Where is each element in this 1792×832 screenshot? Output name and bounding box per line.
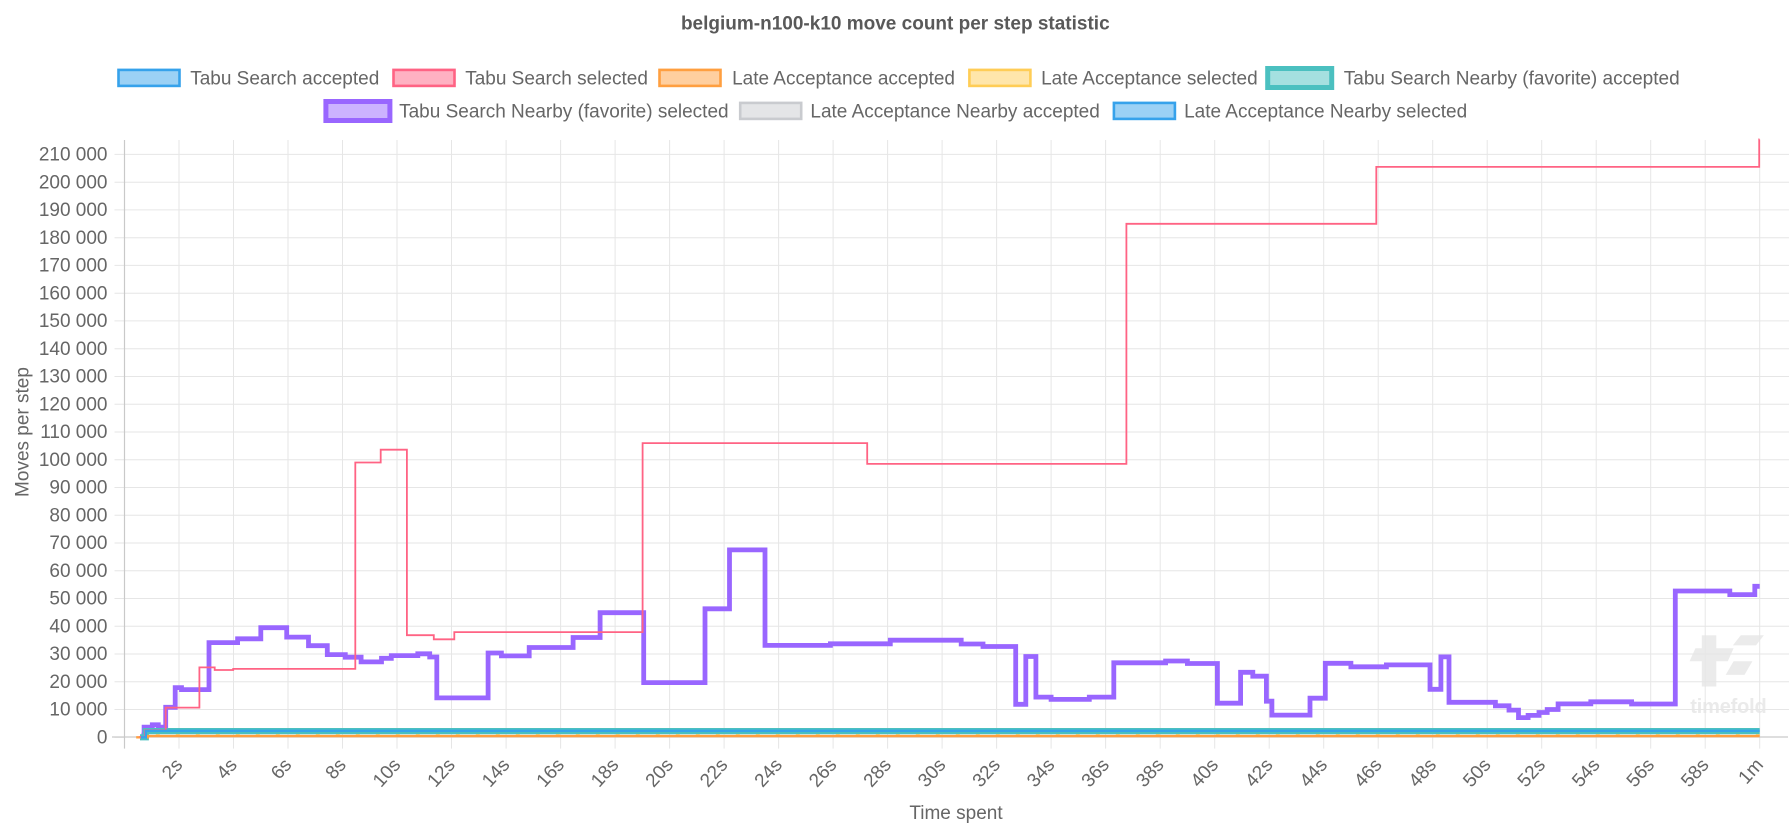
svg-text:40 000: 40 000	[49, 617, 107, 638]
svg-text:Tabu Search Nearby (favorite): Tabu Search Nearby (favorite) selected	[399, 102, 728, 123]
svg-text:180 000: 180 000	[39, 228, 108, 249]
svg-text:20 000: 20 000	[49, 672, 107, 693]
svg-text:80 000: 80 000	[49, 505, 107, 526]
svg-text:120 000: 120 000	[39, 394, 108, 415]
svg-text:Late Acceptance accepted: Late Acceptance accepted	[732, 69, 955, 90]
svg-text:Time spent: Time spent	[909, 803, 1003, 824]
svg-text:140 000: 140 000	[39, 339, 108, 360]
svg-text:Late Acceptance Nearby accepte: Late Acceptance Nearby accepted	[810, 102, 1099, 123]
svg-text:190 000: 190 000	[39, 200, 108, 221]
svg-text:Moves per step: Moves per step	[13, 367, 34, 497]
svg-text:Tabu Search Nearby (favorite): Tabu Search Nearby (favorite) accepted	[1344, 69, 1680, 90]
svg-text:90 000: 90 000	[49, 478, 107, 499]
svg-text:Tabu Search selected: Tabu Search selected	[465, 69, 648, 90]
svg-text:100 000: 100 000	[39, 450, 108, 471]
svg-text:30 000: 30 000	[49, 644, 107, 665]
svg-text:170 000: 170 000	[39, 256, 108, 277]
svg-text:Tabu Search accepted: Tabu Search accepted	[190, 69, 379, 90]
svg-text:timefold: timefold	[1690, 696, 1766, 718]
svg-text:210 000: 210 000	[39, 145, 108, 166]
svg-text:150 000: 150 000	[39, 311, 108, 332]
svg-text:160 000: 160 000	[39, 283, 108, 304]
svg-text:10 000: 10 000	[49, 700, 107, 721]
svg-text:130 000: 130 000	[39, 367, 108, 388]
svg-text:belgium-n100-k10 move count pe: belgium-n100-k10 move count per step sta…	[681, 14, 1110, 35]
svg-text:70 000: 70 000	[49, 533, 107, 554]
svg-text:Late Acceptance selected: Late Acceptance selected	[1041, 69, 1258, 90]
svg-text:Late Acceptance Nearby selecte: Late Acceptance Nearby selected	[1184, 102, 1467, 123]
svg-text:0: 0	[97, 728, 108, 749]
svg-text:200 000: 200 000	[39, 172, 108, 193]
svg-text:110 000: 110 000	[40, 422, 107, 443]
svg-text:50 000: 50 000	[49, 589, 107, 610]
svg-text:60 000: 60 000	[49, 561, 107, 582]
